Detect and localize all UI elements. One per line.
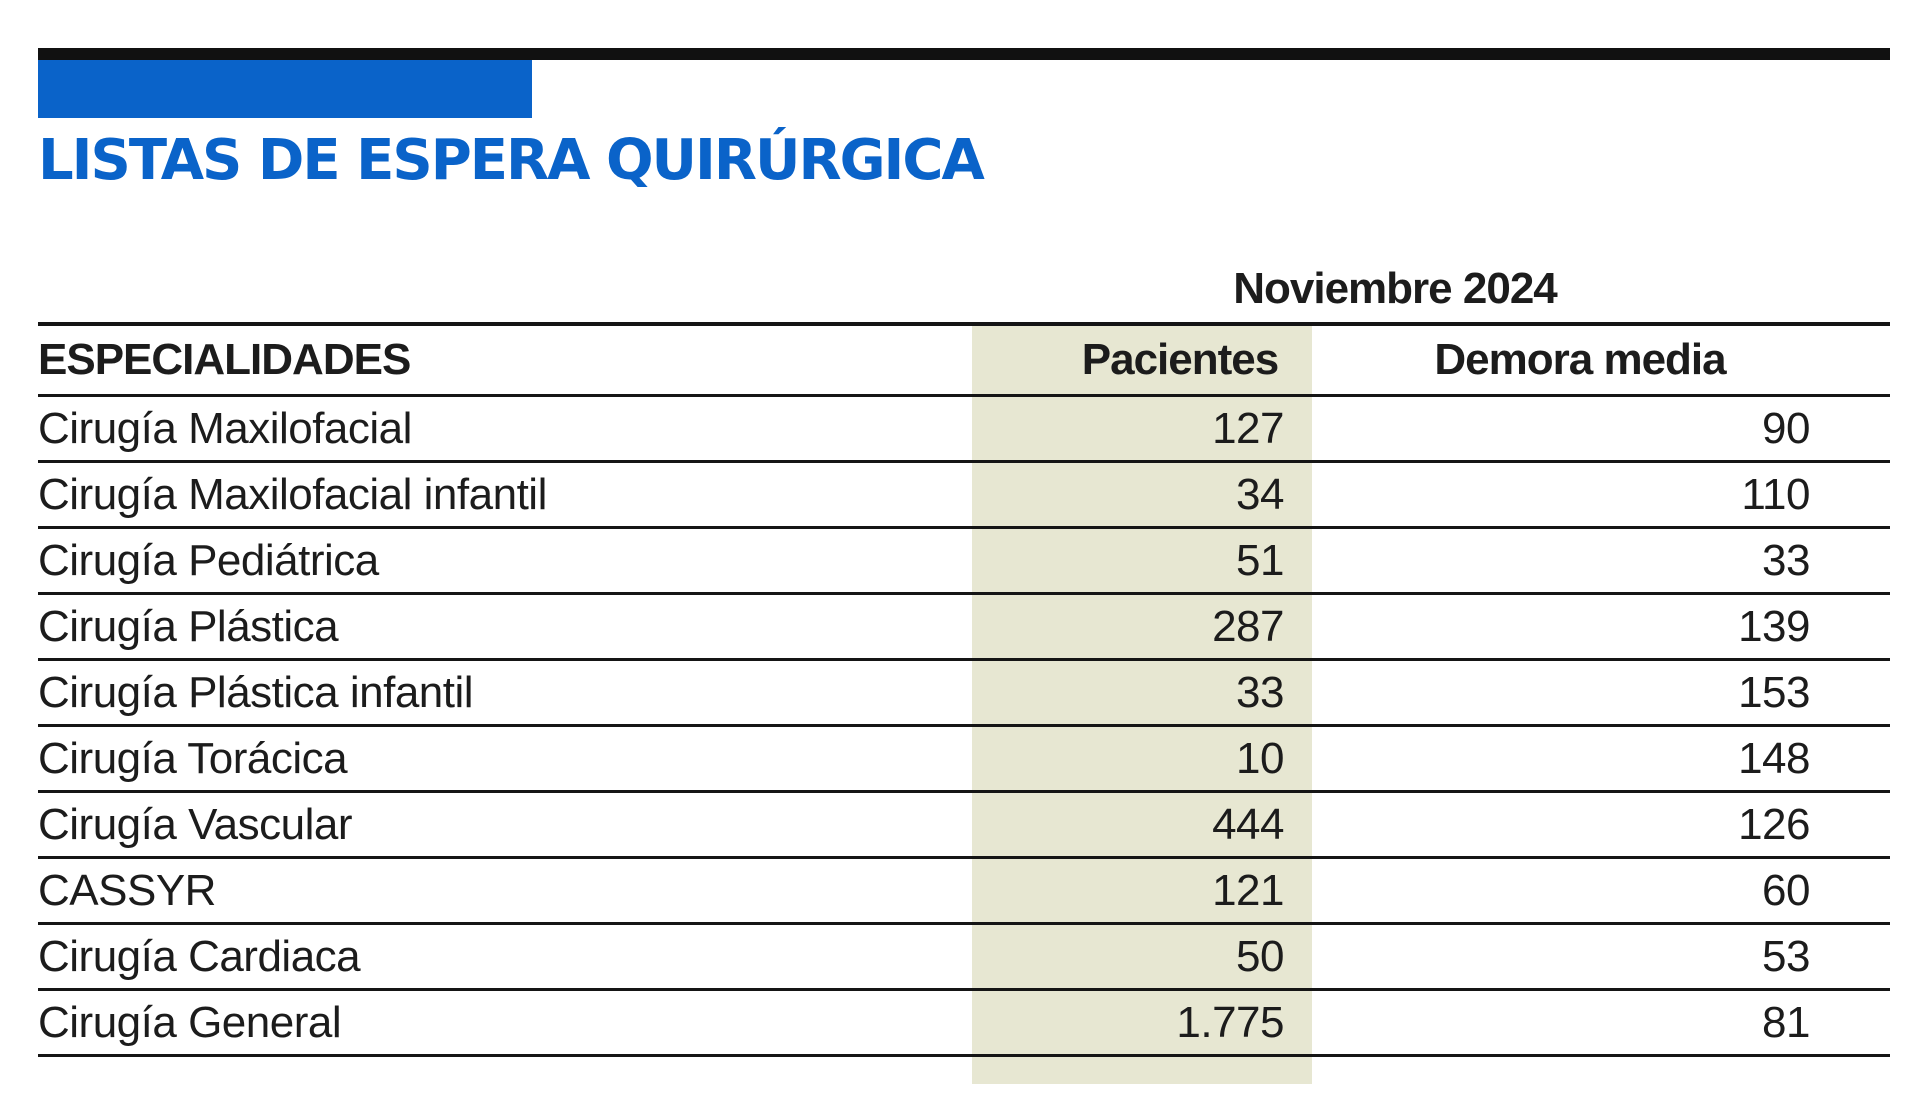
patients-cell: 127 <box>1212 403 1284 453</box>
header-specialties: ESPECIALIDADES <box>38 335 411 384</box>
avg-delay-cell: 126 <box>1738 799 1810 849</box>
table-row: Cirugía Cardiaca 50 53 <box>38 922 1890 988</box>
accent-block <box>38 60 532 118</box>
period-label: Noviembre 2024 <box>1233 264 1558 313</box>
specialty-cell: Cirugía Cardiaca <box>38 931 361 981</box>
patients-cell: 1.775 <box>1176 997 1284 1047</box>
avg-delay-cell: 53 <box>1762 931 1810 981</box>
avg-delay-cell: 139 <box>1738 601 1810 651</box>
top-rule <box>38 48 1890 60</box>
patients-cell: 51 <box>1236 535 1284 585</box>
waiting-list-table: ESPECIALIDADES Pacientes Demora media Ci… <box>38 322 1890 1094</box>
table-row-cutoff <box>38 1054 1890 1094</box>
specialty-cell: Cirugía General <box>38 997 342 1047</box>
table-header-row: ESPECIALIDADES Pacientes Demora media <box>38 322 1890 394</box>
patients-column-shade <box>972 324 1312 1084</box>
table-row: Cirugía Maxilofacial infantil 34 110 <box>38 460 1890 526</box>
specialty-cell: Cirugía Vascular <box>38 799 353 849</box>
table-row: Cirugía Pediátrica 51 33 <box>38 526 1890 592</box>
avg-delay-cell: 110 <box>1741 469 1810 519</box>
specialty-cell: Cirugía Plástica infantil <box>38 667 474 717</box>
table-row: Cirugía Vascular 444 126 <box>38 790 1890 856</box>
patients-cell: 50 <box>1236 931 1284 981</box>
table-row: Cirugía Torácica 10 148 <box>38 724 1890 790</box>
table-row: Cirugía General 1.775 81 <box>38 988 1890 1054</box>
specialty-cell: Cirugía Maxilofacial infantil <box>38 469 547 519</box>
table-row: Cirugía Maxilofacial 127 90 <box>38 394 1890 460</box>
table-row: CASSYR 121 60 <box>38 856 1890 922</box>
avg-delay-cell: 90 <box>1762 403 1810 453</box>
avg-delay-cell: 60 <box>1762 865 1810 915</box>
page-title: LISTAS DE ESPERA QUIRÚRGICA <box>38 128 985 193</box>
avg-delay-cell: 33 <box>1762 535 1810 585</box>
header-avg-delay: Demora media <box>1434 335 1726 384</box>
table-row: Cirugía Plástica infantil 33 153 <box>38 658 1890 724</box>
patients-cell: 10 <box>1236 733 1284 783</box>
table-row: Cirugía Plástica 287 139 <box>38 592 1890 658</box>
specialty-cell: Cirugía Maxilofacial <box>38 403 412 453</box>
specialty-cell: Cirugía Torácica <box>38 733 348 783</box>
specialty-cell: Cirugía Plástica <box>38 601 339 651</box>
avg-delay-cell: 148 <box>1738 733 1810 783</box>
avg-delay-cell: 153 <box>1738 667 1810 717</box>
patients-cell: 121 <box>1212 865 1284 915</box>
patients-cell: 34 <box>1236 469 1284 519</box>
patients-cell: 33 <box>1236 667 1284 717</box>
avg-delay-cell: 81 <box>1762 997 1810 1047</box>
patients-cell: 444 <box>1212 799 1284 849</box>
header-patients: Pacientes <box>1081 335 1279 384</box>
specialty-cell: CASSYR <box>38 865 216 915</box>
specialty-cell: Cirugía Pediátrica <box>38 535 379 585</box>
patients-cell: 287 <box>1212 601 1284 651</box>
